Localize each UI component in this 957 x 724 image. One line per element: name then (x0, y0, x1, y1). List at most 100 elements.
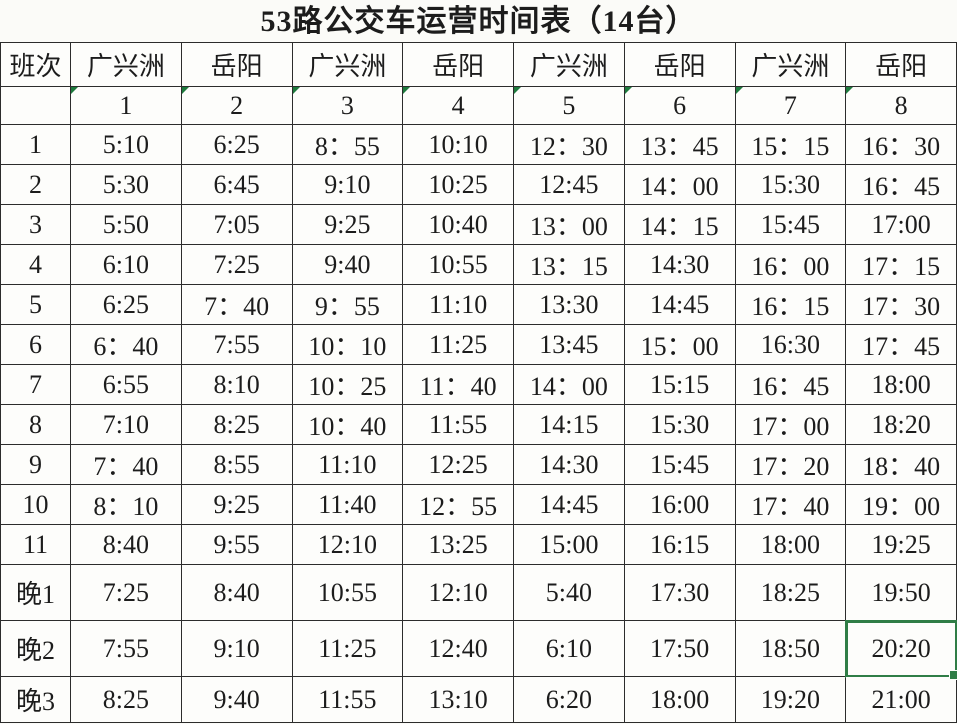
time-cell[interactable]: 5:40 (513, 564, 625, 621)
time-cell[interactable]: 12:45 (513, 164, 625, 205)
time-cell[interactable]: 16：45 (734, 364, 847, 405)
column-number-cell[interactable]: 6 (623, 86, 736, 125)
time-cell[interactable]: 15:15 (623, 364, 736, 405)
shift-label-cell[interactable]: 7 (0, 364, 71, 405)
time-cell[interactable]: 10：25 (291, 364, 404, 405)
shift-column-header[interactable]: 班次 (0, 42, 71, 87)
time-cell[interactable]: 15:30 (623, 404, 736, 445)
time-cell[interactable]: 6:20 (513, 676, 625, 723)
time-cell[interactable]: 9:25 (180, 484, 293, 525)
time-cell[interactable]: 7:05 (180, 204, 293, 245)
time-cell[interactable]: 18:00 (845, 364, 957, 405)
time-cell[interactable]: 6:25 (180, 124, 293, 165)
time-cell[interactable]: 10：40 (291, 404, 404, 445)
time-cell[interactable]: 12：30 (513, 124, 625, 165)
time-cell[interactable]: 17：30 (845, 284, 957, 325)
time-cell[interactable]: 11:40 (291, 484, 404, 525)
time-cell[interactable]: 11：40 (402, 364, 514, 405)
time-cell[interactable]: 8:25 (70, 676, 182, 723)
time-cell[interactable]: 14：00 (513, 364, 625, 405)
time-cell[interactable]: 6:55 (70, 364, 182, 405)
time-cell[interactable]: 6:25 (70, 284, 182, 325)
time-cell[interactable]: 17：45 (845, 324, 957, 365)
time-cell[interactable]: 12:10 (402, 564, 514, 621)
time-cell[interactable]: 12:10 (291, 524, 404, 565)
time-cell[interactable]: 17:50 (623, 620, 736, 677)
time-cell[interactable]: 16：45 (845, 164, 957, 205)
time-cell[interactable]: 19：00 (845, 484, 957, 525)
shift-label-cell[interactable]: 晚3 (0, 676, 71, 723)
time-cell[interactable]: 12:40 (402, 620, 514, 677)
time-cell[interactable]: 15:00 (513, 524, 625, 565)
column-number-cell[interactable]: 4 (402, 86, 514, 125)
column-number-cell[interactable]: 3 (291, 86, 404, 125)
shift-label-cell[interactable]: 10 (0, 484, 71, 525)
time-cell[interactable]: 16:00 (623, 484, 736, 525)
time-cell[interactable]: 8：10 (70, 484, 182, 525)
time-cell[interactable]: 9:10 (180, 620, 293, 677)
shift-label-cell[interactable]: 6 (0, 324, 71, 365)
time-cell[interactable]: 10：10 (291, 324, 404, 365)
time-cell[interactable]: 10:55 (291, 564, 404, 621)
station-header-cell[interactable]: 岳阳 (402, 42, 514, 87)
time-cell[interactable]: 10:10 (402, 124, 514, 165)
time-cell[interactable]: 8:25 (180, 404, 293, 445)
time-cell[interactable]: 14：00 (623, 164, 736, 205)
time-cell[interactable]: 11:25 (402, 324, 514, 365)
shift-label-cell[interactable]: 3 (0, 204, 71, 245)
time-cell[interactable]: 5:50 (70, 204, 182, 245)
time-cell[interactable]: 15:30 (734, 164, 847, 205)
time-cell[interactable]: 18:25 (734, 564, 847, 621)
time-cell[interactable]: 11:55 (291, 676, 404, 723)
time-cell[interactable]: 11:10 (402, 284, 514, 325)
time-cell[interactable]: 15：00 (623, 324, 736, 365)
time-cell[interactable]: 9:40 (180, 676, 293, 723)
time-cell[interactable]: 19:20 (734, 676, 847, 723)
time-cell[interactable]: 13：45 (623, 124, 736, 165)
time-cell[interactable]: 5:10 (70, 124, 182, 165)
time-cell[interactable]: 18：40 (845, 444, 957, 485)
time-cell[interactable]: 14：15 (623, 204, 736, 245)
station-header-cell[interactable]: 岳阳 (623, 42, 736, 87)
column-number-cell[interactable]: 7 (734, 86, 847, 125)
column-number-cell[interactable]: 5 (513, 86, 625, 125)
time-cell[interactable]: 14:45 (623, 284, 736, 325)
time-cell[interactable]: 9:40 (291, 244, 404, 285)
fill-handle[interactable] (949, 670, 957, 680)
time-cell[interactable]: 16：15 (734, 284, 847, 325)
column-number-cell[interactable]: 2 (180, 86, 293, 125)
time-cell[interactable]: 17：40 (734, 484, 847, 525)
time-cell[interactable]: 18:20 (845, 404, 957, 445)
time-cell[interactable]: 7:10 (70, 404, 182, 445)
shift-label-cell[interactable]: 11 (0, 524, 71, 565)
station-header-cell[interactable]: 广兴洲 (513, 42, 625, 87)
time-cell[interactable]: 7:25 (70, 564, 182, 621)
time-cell[interactable]: 10:25 (402, 164, 514, 205)
time-cell[interactable]: 8：55 (291, 124, 404, 165)
time-cell[interactable]: 17:30 (623, 564, 736, 621)
time-cell[interactable]: 20:20 (844, 619, 957, 680)
time-cell[interactable]: 8:40 (180, 564, 293, 621)
shift-label-cell[interactable]: 晚2 (0, 620, 71, 677)
time-cell[interactable]: 8:10 (180, 364, 293, 405)
time-cell[interactable]: 8:40 (70, 524, 182, 565)
station-header-cell[interactable]: 广兴洲 (734, 42, 847, 87)
shift-label-cell[interactable]: 1 (0, 124, 71, 165)
time-cell[interactable]: 6:45 (180, 164, 293, 205)
time-cell[interactable]: 14:15 (513, 404, 625, 445)
time-cell[interactable]: 7:55 (180, 324, 293, 365)
time-cell[interactable]: 18:50 (734, 620, 847, 677)
time-cell[interactable]: 12:25 (402, 444, 514, 485)
time-cell[interactable]: 11:55 (402, 404, 514, 445)
time-cell[interactable]: 16:30 (734, 324, 847, 365)
time-cell[interactable]: 15:45 (734, 204, 847, 245)
time-cell[interactable]: 13:10 (402, 676, 514, 723)
time-cell[interactable]: 16：00 (734, 244, 847, 285)
time-cell[interactable]: 17：15 (845, 244, 957, 285)
shift-label-cell[interactable]: 晚1 (0, 564, 71, 621)
time-cell[interactable]: 17：20 (734, 444, 847, 485)
shift-label-cell[interactable]: 2 (0, 164, 71, 205)
time-cell[interactable]: 9:55 (180, 524, 293, 565)
time-cell[interactable]: 15:45 (623, 444, 736, 485)
time-cell[interactable]: 7：40 (180, 284, 293, 325)
